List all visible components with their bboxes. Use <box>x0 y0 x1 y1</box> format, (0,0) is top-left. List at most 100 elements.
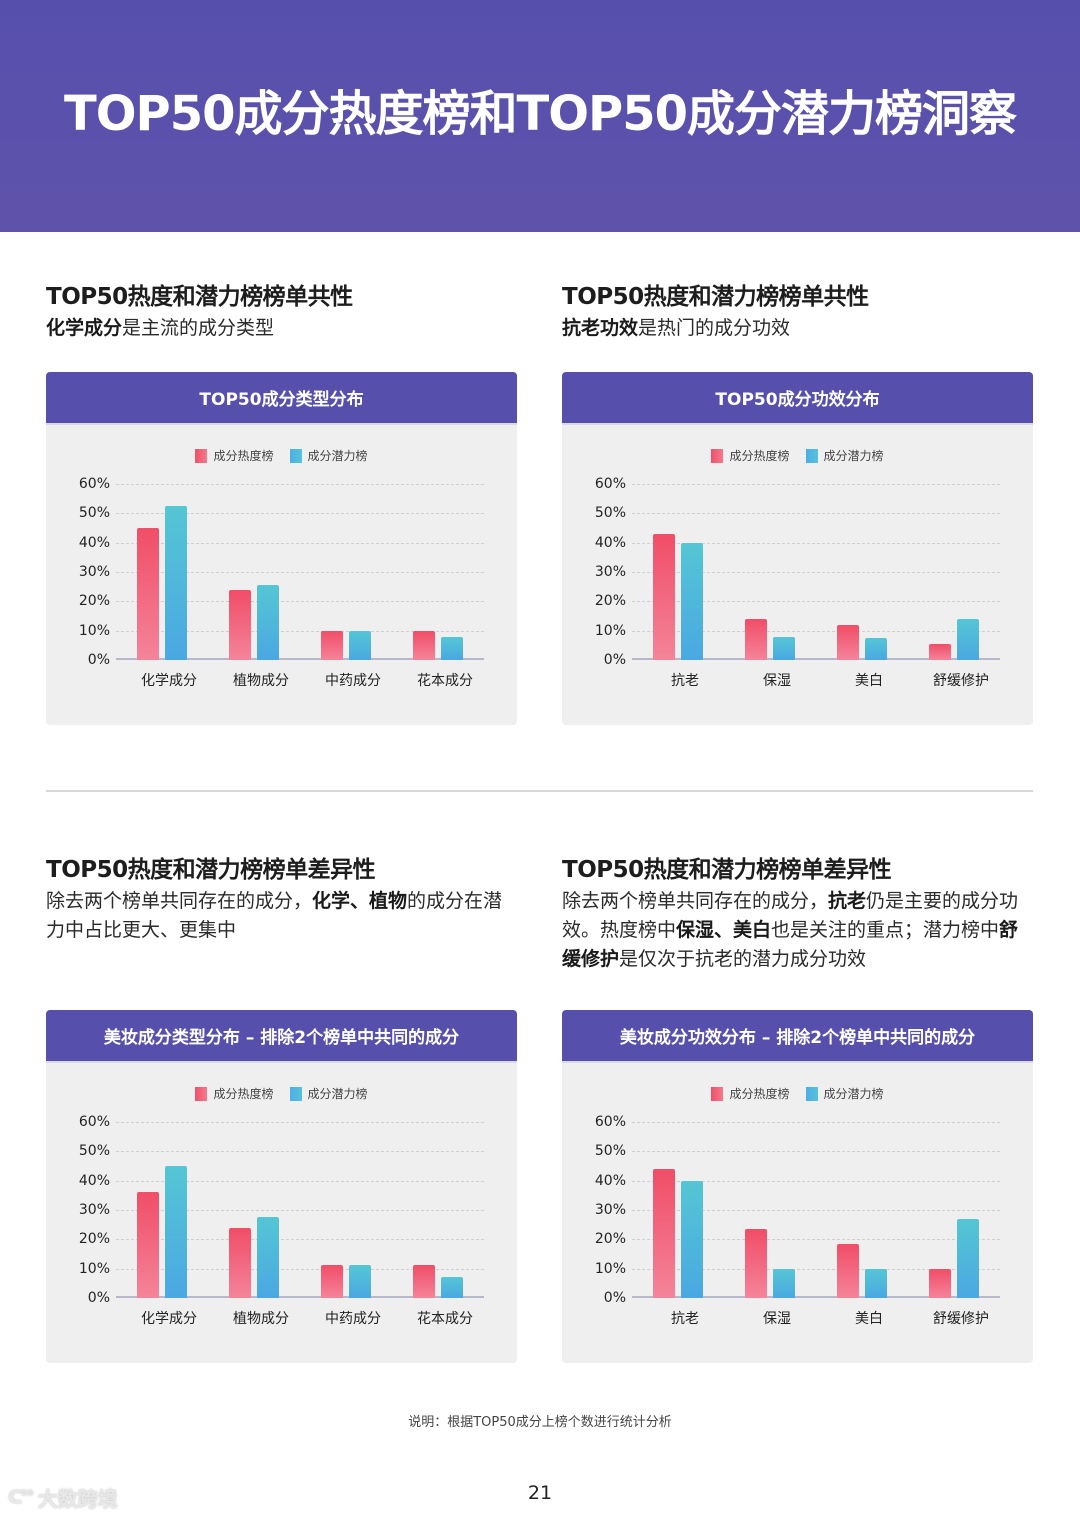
gridline <box>116 484 484 485</box>
bar-potential <box>165 506 187 660</box>
gridline <box>116 1122 484 1123</box>
section-description: 抗老功效是热门的成分功效 <box>562 314 1032 343</box>
bar-group: 化学成分 <box>131 1122 207 1327</box>
bar-potential <box>349 630 371 660</box>
x-category-label: 花本成分 <box>417 1311 473 1327</box>
bar-hot <box>653 533 675 660</box>
bar-potential <box>957 1219 979 1298</box>
gridline <box>632 1268 1000 1270</box>
gridline <box>632 1151 1000 1153</box>
bar-hot <box>929 1268 951 1298</box>
x-category-label: 中药成分 <box>325 673 381 689</box>
chart-card-efficacy-distribution: TOP50成分功效分布 成分热度榜 成分潜力榜 60% 50% 40% 30% 20% 10%… <box>562 372 1033 725</box>
bar-potential <box>441 636 463 660</box>
desc-highlight: 保湿、美白 <box>676 919 772 941</box>
desc-highlight: 抗老 <box>828 890 867 912</box>
bar-potential <box>865 1268 887 1298</box>
desc-text: 除去两个榜单共同存在的成分， <box>46 890 313 912</box>
x-axis <box>632 658 1000 660</box>
bar-group: 保湿 <box>739 1122 815 1327</box>
legend-swatch-red-icon <box>711 1086 724 1101</box>
bar-potential <box>441 1276 463 1298</box>
gridline <box>632 1122 1000 1123</box>
y-tick-label: 30% <box>78 564 110 580</box>
bar-potential <box>865 638 887 660</box>
desc-text: 的成分在潜力中占比更大、更集中 <box>46 890 503 941</box>
gridline <box>116 1151 484 1153</box>
gridline <box>116 601 484 603</box>
gridline <box>116 1268 484 1270</box>
legend-swatch-blue-icon <box>805 1086 818 1101</box>
legend-label: 成分热度榜 <box>213 449 274 463</box>
x-category-label: 美白 <box>855 673 883 689</box>
gridline <box>632 513 1000 515</box>
y-tick-label: 0% <box>87 652 110 668</box>
y-tick-label: 40% <box>594 534 626 551</box>
desc-highlight: 化学、植物 <box>312 890 408 912</box>
x-category-label: 抗老 <box>671 673 699 689</box>
legend-swatch-red-icon <box>195 448 208 463</box>
y-tick-label: 10% <box>594 622 626 639</box>
section-commonality-type: TOP50热度和潜力榜榜单共性 化学成分是主流的成分类型 <box>46 282 516 343</box>
header-banner: TOP50成分热度榜和TOP50成分潜力榜洞察 <box>0 0 1080 232</box>
legend-item-hot: 成分热度榜 <box>711 447 790 464</box>
y-tick-label: 0% <box>603 652 626 668</box>
section-commonality-efficacy: TOP50热度和潜力榜榜单共性 抗老功效是热门的成分功效 <box>562 282 1032 343</box>
section-description: 化学成分是主流的成分类型 <box>46 314 516 343</box>
plot-area: 60% 50% 40% 30% 20% 10% 0% 化学成分 植物成分 中药成分 花本成分 <box>79 476 484 689</box>
bar-hot <box>229 589 251 660</box>
legend-label: 成分潜力榜 <box>823 1087 884 1101</box>
y-tick-label: 20% <box>594 593 626 610</box>
chart-legend: 成分热度榜 成分潜力榜 <box>46 447 517 464</box>
x-category-label: 化学成分 <box>141 1311 197 1327</box>
bar-group: 美白 <box>831 1122 907 1327</box>
gridline <box>632 630 1000 632</box>
y-tick-label: 60% <box>594 476 626 492</box>
bar-group: 化学成分 <box>131 484 207 689</box>
bar-hot <box>137 1192 159 1298</box>
y-tick-label: 30% <box>78 1202 110 1218</box>
plot-area: 60% 50% 40% 30% 20% 10% 0% 化学成分 植物成分 中药成分 花本成分 <box>79 1114 484 1327</box>
y-tick-label: 0% <box>603 1290 626 1306</box>
bar-potential <box>957 618 979 660</box>
chart-title: 美妆成分功效分布 – 排除2个榜单中共同的成分 <box>562 1010 1033 1063</box>
x-axis <box>116 1296 484 1298</box>
chart-legend: 成分热度榜 成分潜力榜 <box>562 447 1033 464</box>
bar-group: 中药成分 <box>315 484 391 689</box>
bar-potential <box>165 1166 187 1298</box>
legend-swatch-blue-icon <box>805 448 818 463</box>
chart-card-efficacy-distribution-excluded: 美妆成分功效分布 – 排除2个榜单中共同的成分 成分热度榜 成分潜力榜 60% 50%… <box>562 1010 1033 1363</box>
watermark-text: 大数跨境 <box>37 1487 118 1511</box>
y-tick-label: 20% <box>78 593 110 610</box>
legend-swatch-red-icon <box>711 448 724 463</box>
desc-highlight: 抗老功效 <box>562 317 639 339</box>
legend-label: 成分热度榜 <box>213 1087 274 1101</box>
gridline <box>116 1239 484 1241</box>
bar-hot <box>929 643 951 660</box>
bar-group: 中药成分 <box>315 1122 391 1327</box>
desc-text: 也是关注的重点；潜力榜中 <box>771 919 1000 941</box>
gridline <box>632 484 1000 485</box>
y-tick-label: 40% <box>594 1172 626 1189</box>
legend-label: 成分热度榜 <box>729 449 790 463</box>
chart-title: TOP50成分类型分布 <box>46 372 517 425</box>
bar-hot <box>229 1227 251 1298</box>
legend-label: 成分潜力榜 <box>307 449 368 463</box>
x-category-label: 植物成分 <box>233 1311 289 1327</box>
x-category-label: 保湿 <box>763 1311 791 1327</box>
x-category-label: 花本成分 <box>417 673 473 689</box>
section-description: 除去两个榜单共同存在的成分，化学、植物的成分在潜力中占比更大、更集中 <box>46 887 516 945</box>
legend-label: 成分潜力榜 <box>307 1087 368 1101</box>
bar-potential <box>773 637 795 660</box>
gridline <box>116 1180 484 1182</box>
x-category-label: 美白 <box>855 1311 883 1327</box>
section-difference-efficacy: TOP50热度和潜力榜榜单差异性 除去两个榜单共同存在的成分，抗老仍是主要的成分… <box>562 855 1032 974</box>
gridline <box>632 1239 1000 1241</box>
desc-text: 是仅次于抗老的潜力成分功效 <box>619 948 867 970</box>
chart-title: TOP50成分功效分布 <box>562 372 1033 425</box>
desc-text: 除去两个榜单共同存在的成分， <box>562 890 829 912</box>
desc-text: 是热门的成分功效 <box>638 317 791 339</box>
gridline <box>632 542 1000 544</box>
section-title: TOP50热度和潜力榜榜单差异性 <box>562 857 892 883</box>
bar-group: 抗老 <box>647 1122 723 1327</box>
